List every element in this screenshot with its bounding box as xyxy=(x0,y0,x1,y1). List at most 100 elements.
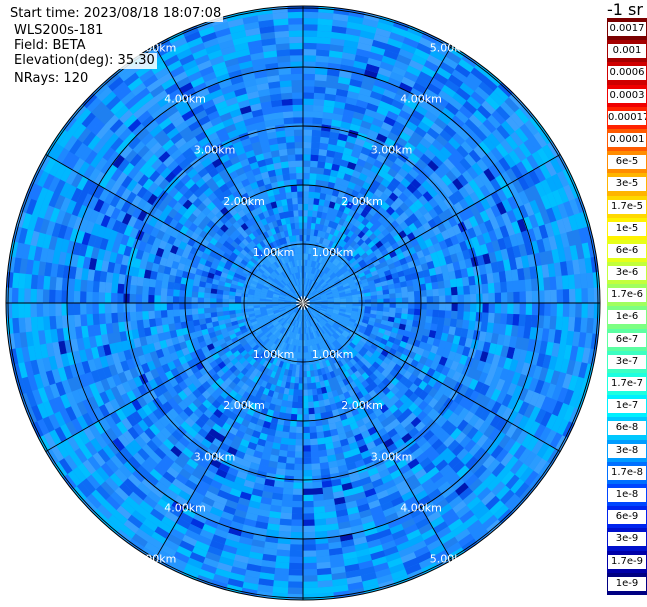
range-gate-cell xyxy=(482,303,489,314)
range-gate-cell xyxy=(460,140,474,155)
range-gate-cell xyxy=(319,237,325,245)
range-gate-cell xyxy=(303,148,312,155)
range-gate-cell xyxy=(285,457,295,464)
range-gate-cell xyxy=(403,197,414,208)
range-gate-cell xyxy=(11,302,19,319)
range-gate-cell xyxy=(426,228,436,239)
range-gate-cell xyxy=(339,276,346,282)
range-gate-cell xyxy=(529,327,538,341)
range-gate-cell xyxy=(302,531,316,539)
range-gate-cell xyxy=(500,345,509,358)
range-gate-cell xyxy=(376,294,384,300)
range-gate-cell xyxy=(501,292,508,304)
range-gate-cell xyxy=(562,289,570,304)
range-gate-cell xyxy=(307,295,313,300)
range-gate-cell xyxy=(333,202,341,211)
range-gate-cell xyxy=(414,303,421,310)
range-gate-cell xyxy=(546,192,558,209)
range-gate-cell xyxy=(444,310,452,319)
range-gate-cell xyxy=(302,556,317,564)
range-gate-cell xyxy=(423,148,436,161)
range-gate-cell xyxy=(313,292,319,297)
range-gate-cell xyxy=(360,262,368,270)
range-gate-cell xyxy=(543,315,551,330)
range-gate-cell xyxy=(326,150,336,158)
range-gate-cell xyxy=(303,36,318,44)
range-gate-cell xyxy=(303,92,315,99)
range-gate-cell xyxy=(331,275,339,282)
range-gate-cell xyxy=(323,284,329,290)
range-gate-cell xyxy=(455,319,464,329)
range-gate-cell xyxy=(376,232,385,241)
range-gate-cell xyxy=(80,302,87,315)
range-gate-cell xyxy=(383,307,390,313)
range-gate-cell xyxy=(369,313,377,319)
range-gate-cell xyxy=(417,121,431,133)
range-gate-cell xyxy=(111,312,119,324)
range-gate-cell xyxy=(434,95,450,108)
range-gate-cell xyxy=(315,543,329,551)
range-gate-cell xyxy=(346,230,355,238)
range-gate-cell xyxy=(317,161,326,169)
range-gate-cell xyxy=(363,288,371,294)
range-gate-cell xyxy=(584,363,594,381)
range-gate-cell xyxy=(398,192,409,203)
range-gate-cell xyxy=(331,222,339,230)
range-gate-cell xyxy=(512,179,525,194)
range-gate-cell xyxy=(117,292,124,303)
range-gate-cell xyxy=(371,144,383,155)
range-gate-cell xyxy=(340,198,349,207)
range-gate-cell xyxy=(341,179,350,188)
range-gate-cell xyxy=(370,291,377,297)
range-gate-cell xyxy=(482,293,489,304)
range-gate-cell xyxy=(320,295,327,299)
range-gate-cell xyxy=(482,137,496,152)
range-gate-cell xyxy=(361,281,369,288)
range-gate-cell xyxy=(339,308,346,313)
range-gate-cell xyxy=(461,170,474,184)
range-gate-cell xyxy=(307,210,313,217)
range-gate-cell xyxy=(307,216,313,223)
range-gate-cell xyxy=(302,550,317,557)
range-gate-cell xyxy=(462,249,471,261)
range-gate-cell xyxy=(349,123,361,133)
range-gate-cell xyxy=(342,250,349,258)
range-gate-cell xyxy=(563,344,573,361)
range-gate-cell xyxy=(336,171,346,180)
range-gate-cell xyxy=(210,307,217,313)
range-gate-cell xyxy=(581,288,588,304)
range-gate-cell xyxy=(363,269,371,276)
range-gate-cell xyxy=(343,173,353,182)
range-gate-cell xyxy=(431,316,439,325)
range-gate-cell xyxy=(407,314,414,321)
range-gate-cell xyxy=(447,182,459,195)
range-gate-cell xyxy=(173,309,180,317)
range-gate-cell xyxy=(360,252,369,260)
range-gate-cell xyxy=(393,260,402,268)
range-gate-cell xyxy=(436,178,448,191)
range-gate-cell xyxy=(435,151,448,164)
range-gate-cell xyxy=(357,222,366,231)
range-gate-cell xyxy=(384,137,397,148)
range-gate-cell xyxy=(403,330,411,338)
range-gate-cell xyxy=(210,311,218,318)
range-gate-cell xyxy=(479,243,489,256)
range-gate-cell xyxy=(306,293,312,299)
range-gate-cell xyxy=(502,335,511,348)
range-gate-cell xyxy=(364,303,372,307)
range-gate-cell xyxy=(453,243,463,254)
range-gate-cell xyxy=(387,283,395,290)
range-gate-cell xyxy=(413,314,421,322)
range-gate-cell xyxy=(434,117,448,130)
range-gate-cell xyxy=(469,311,477,322)
range-gate-cell xyxy=(354,164,364,173)
range-gate-cell xyxy=(599,303,600,320)
range-gate-cell xyxy=(185,308,193,316)
range-gate-cell xyxy=(431,225,442,236)
range-gate-cell xyxy=(355,48,371,58)
range-gate-cell xyxy=(548,235,558,251)
range-gate-cell xyxy=(398,109,412,121)
range-gate-cell xyxy=(111,292,118,303)
range-gate-cell xyxy=(545,341,554,357)
range-gate-cell xyxy=(484,332,493,344)
